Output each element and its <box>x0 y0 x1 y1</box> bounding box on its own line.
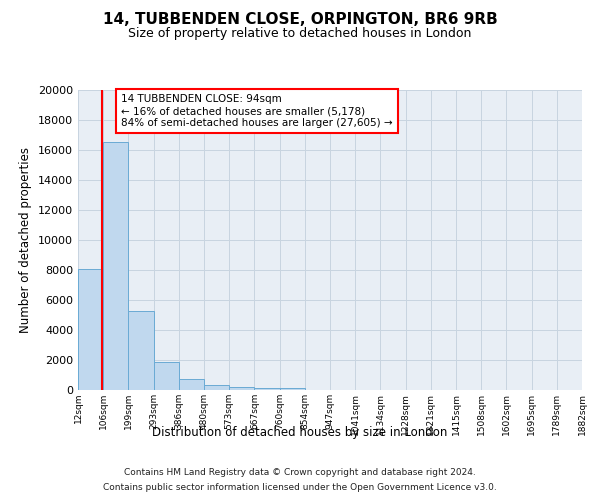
Bar <box>154 362 179 390</box>
Text: 14, TUBBENDEN CLOSE, ORPINGTON, BR6 9RB: 14, TUBBENDEN CLOSE, ORPINGTON, BR6 9RB <box>103 12 497 28</box>
Text: 14 TUBBENDEN CLOSE: 94sqm
← 16% of detached houses are smaller (5,178)
84% of se: 14 TUBBENDEN CLOSE: 94sqm ← 16% of detac… <box>121 94 392 128</box>
Text: Contains HM Land Registry data © Crown copyright and database right 2024.: Contains HM Land Registry data © Crown c… <box>124 468 476 477</box>
Text: Contains public sector information licensed under the Open Government Licence v3: Contains public sector information licen… <box>103 483 497 492</box>
Bar <box>254 388 280 390</box>
Text: Distribution of detached houses by size in London: Distribution of detached houses by size … <box>152 426 448 439</box>
Y-axis label: Number of detached properties: Number of detached properties <box>19 147 32 333</box>
Bar <box>229 387 254 390</box>
Bar <box>103 142 128 390</box>
Bar <box>204 386 229 390</box>
Text: Size of property relative to detached houses in London: Size of property relative to detached ho… <box>128 28 472 40</box>
Bar <box>280 388 305 390</box>
Bar <box>128 310 154 390</box>
Bar <box>179 379 204 390</box>
Bar <box>78 269 103 390</box>
